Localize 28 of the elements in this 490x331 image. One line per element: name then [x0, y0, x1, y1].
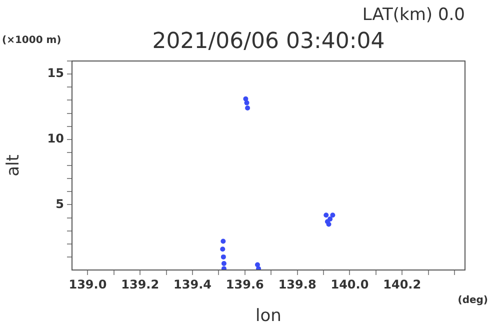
point — [221, 260, 226, 266]
point — [330, 212, 336, 218]
point — [324, 212, 329, 218]
x-tick-label: 139.6 — [226, 277, 264, 292]
point — [220, 246, 226, 252]
y-tick-label: 10 — [47, 132, 64, 146]
x-tick-label: 139.2 — [121, 277, 160, 292]
chart-title: 2021/06/06 03:40:04 — [152, 29, 385, 54]
point — [220, 254, 226, 260]
point — [244, 100, 250, 106]
x-tick-label: 140.0 — [330, 277, 369, 292]
point — [220, 238, 226, 244]
x-tick-label: 140.2 — [383, 277, 422, 292]
x-tick-label: 139.0 — [68, 277, 107, 292]
text: (×1000 m) — [2, 35, 62, 46]
chart-subtitle: LAT(km) 0.0 — [362, 5, 465, 25]
point — [328, 216, 333, 222]
x-tick-label: 139.8 — [278, 277, 316, 292]
x-tick-label: 139.4 — [174, 277, 212, 292]
text: (deg) — [458, 295, 488, 306]
y-tick-label: 15 — [47, 66, 64, 80]
x-axis-title: lon — [256, 306, 282, 326]
point — [245, 106, 250, 111]
point — [256, 266, 262, 270]
point — [221, 266, 226, 270]
y-tick-label: 5 — [56, 196, 64, 211]
point — [326, 222, 332, 227]
y-axis-title: alt — [4, 154, 24, 176]
